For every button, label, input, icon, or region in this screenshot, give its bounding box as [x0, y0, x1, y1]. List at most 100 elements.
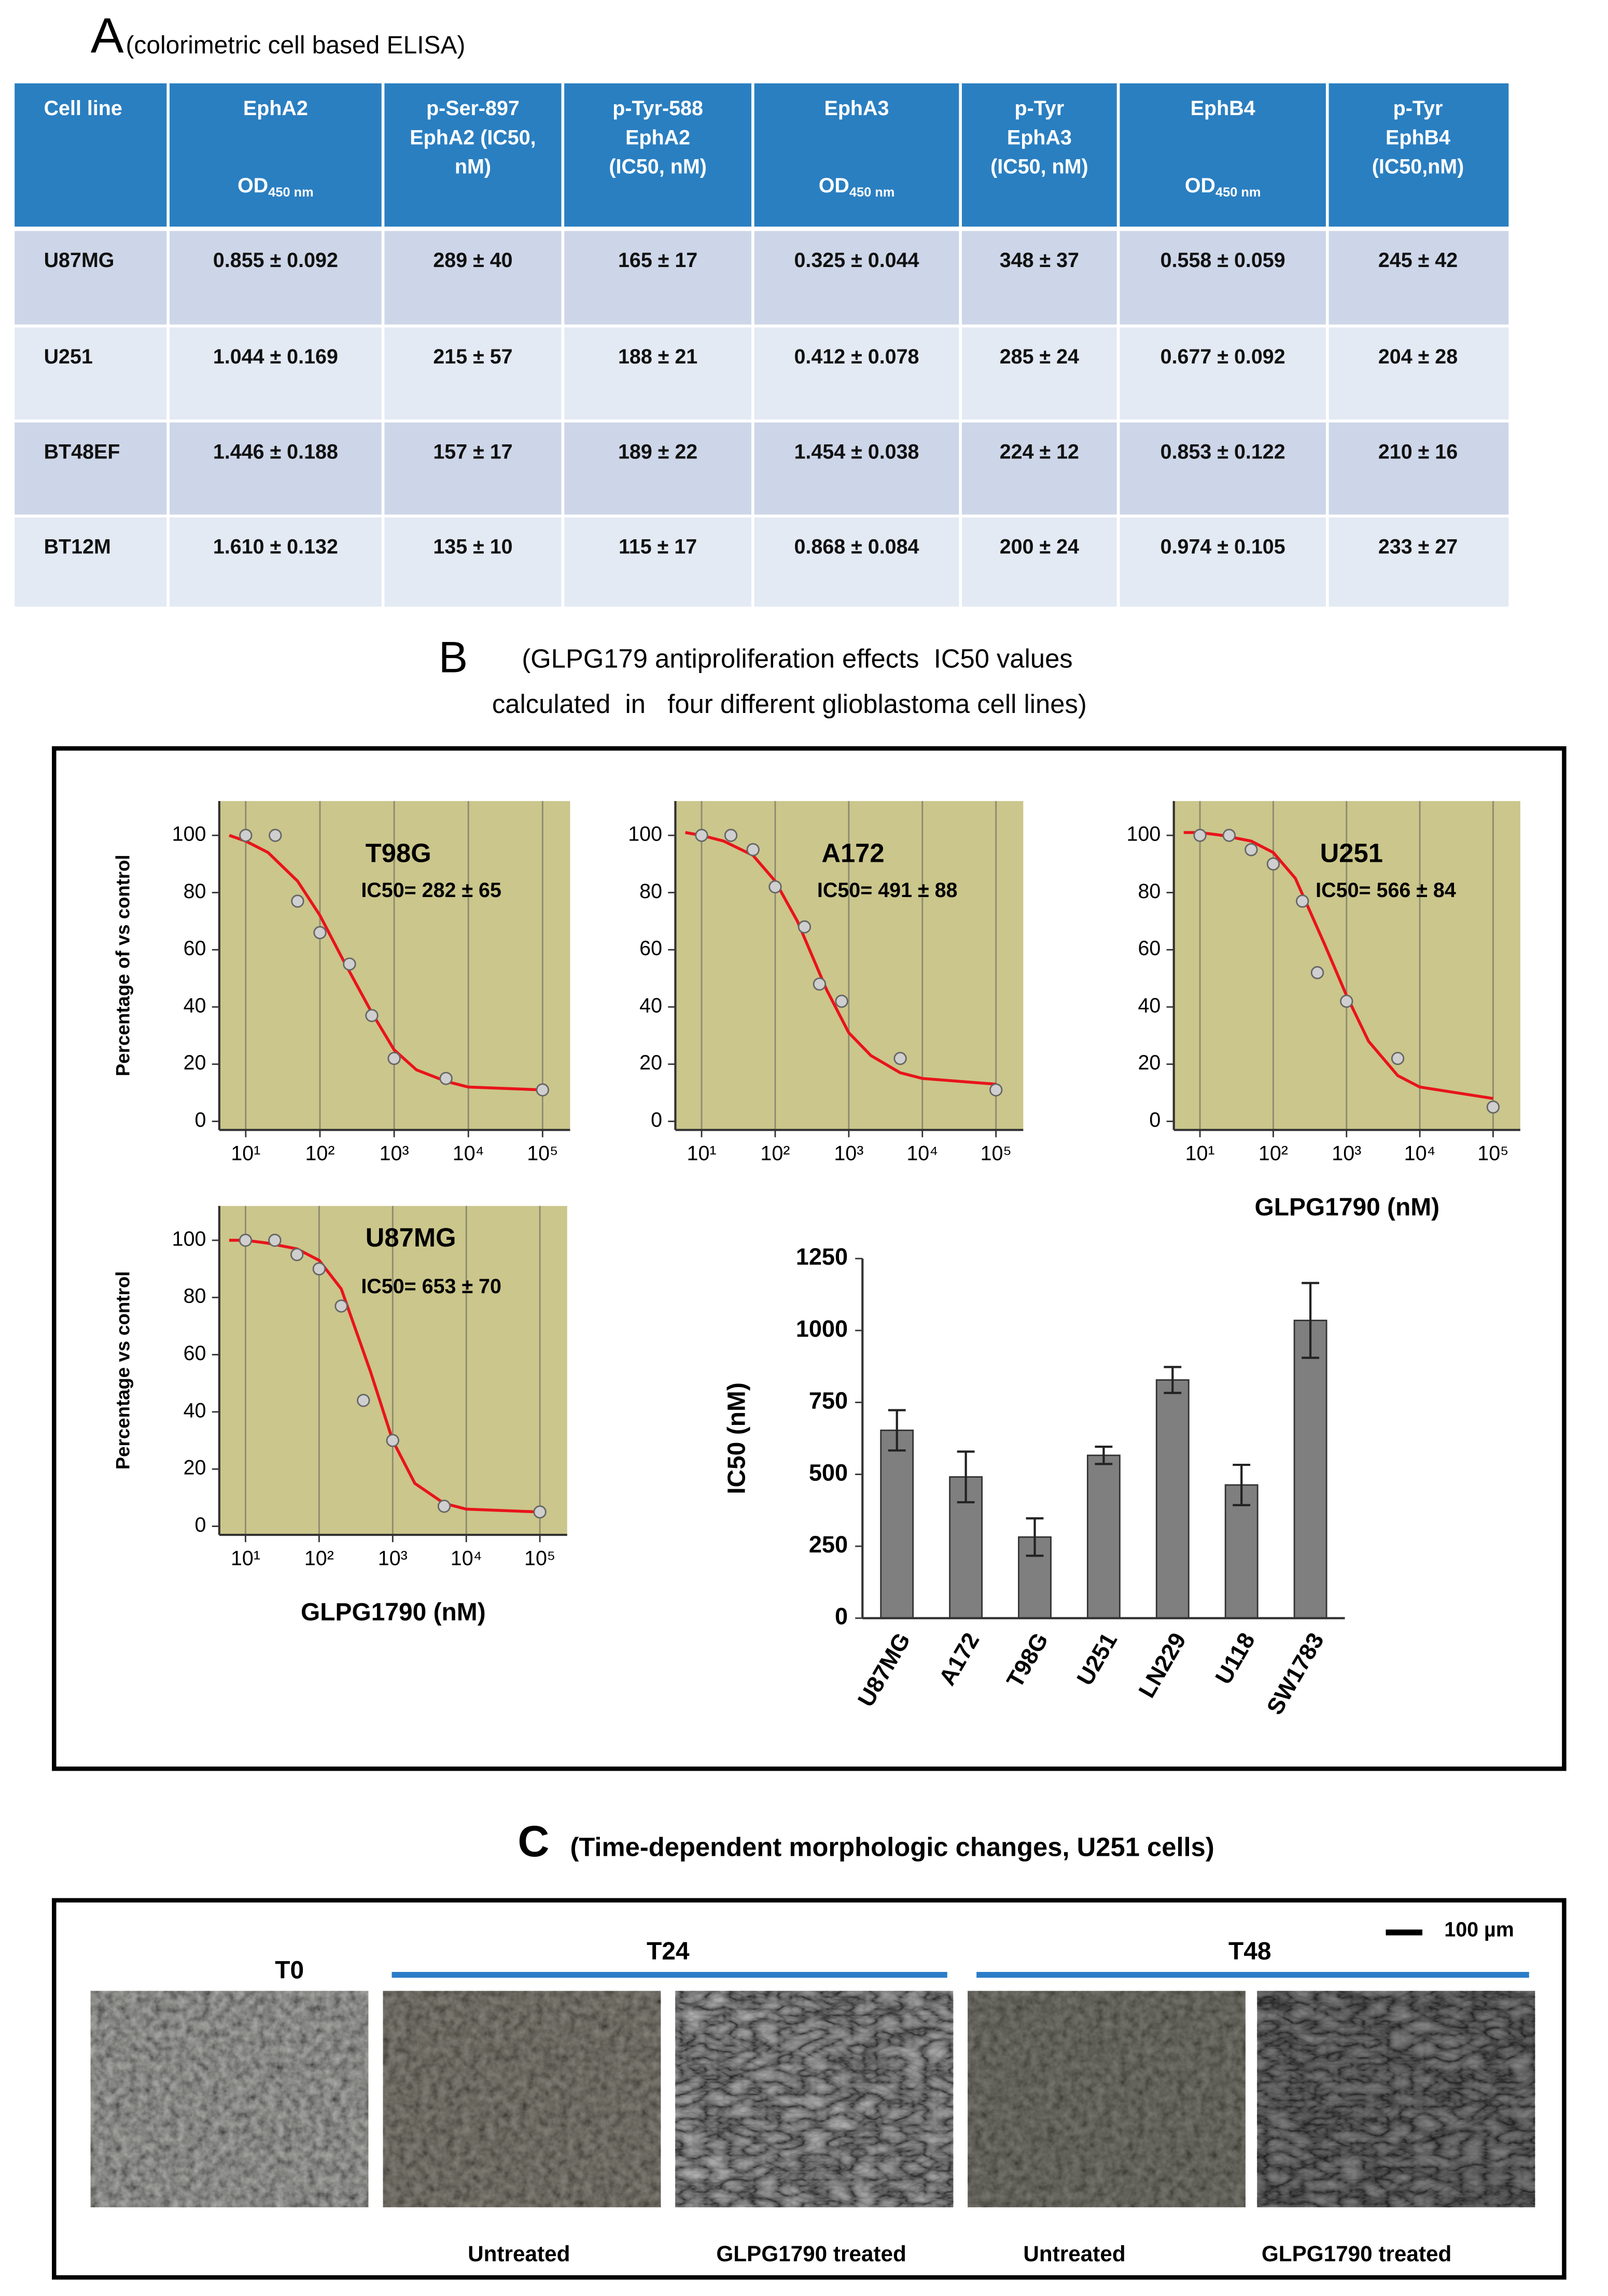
cell-text: 215 ± 57	[433, 345, 512, 368]
panel-label: C	[518, 1816, 549, 1866]
cell-text: 165 ± 17	[618, 249, 697, 272]
bar	[1224, 1484, 1259, 1619]
data-point	[290, 1248, 304, 1262]
cell-text: 1.454 ± 0.038	[794, 440, 919, 463]
data-point	[1245, 843, 1258, 857]
unit-subscript: 450 nm	[268, 185, 313, 200]
data-point	[536, 1083, 550, 1097]
data-point	[387, 1052, 401, 1065]
data-point	[334, 1299, 348, 1313]
y-tick-label: 0	[835, 1603, 848, 1630]
error-bar	[1302, 1282, 1320, 1359]
cell-text: 233 ± 27	[1378, 536, 1458, 558]
data-point	[268, 1234, 282, 1247]
x-tick-label: 10¹	[1185, 1142, 1215, 1165]
x-tick-label: 10⁵	[527, 1142, 558, 1165]
data-point	[386, 1434, 399, 1447]
x-tick-label: 10⁴	[453, 1142, 484, 1165]
error-bar	[888, 1409, 906, 1452]
data-point	[1340, 995, 1353, 1008]
y-tick-label: 40	[1138, 994, 1160, 1017]
y-tick-label: 100	[172, 1227, 206, 1250]
y-tick-label: 20	[1138, 1052, 1160, 1074]
header-text: (IC50,nM)	[1372, 156, 1464, 178]
cell-text: 157 ± 17	[433, 440, 512, 463]
header-text: EphA2	[243, 97, 308, 120]
header-text: EphB4	[1386, 126, 1450, 149]
x-tick-label: 10⁴	[451, 1547, 482, 1570]
y-tick-label: 40	[184, 1399, 206, 1422]
micrograph-shade	[383, 1991, 661, 2207]
cell-text: 0.855 ± 0.092	[213, 249, 338, 272]
y-tick-label: 750	[809, 1388, 848, 1414]
unit: OD	[819, 174, 849, 197]
x-axis-label: GLPG1790 (nM)	[301, 1599, 486, 1626]
bar	[880, 1430, 914, 1619]
micrograph	[90, 1991, 369, 2207]
micrograph-shade	[968, 1991, 1246, 2207]
error-bar	[1095, 1445, 1113, 1465]
x-tick-label: 10¹	[231, 1142, 260, 1165]
table-row	[15, 422, 1509, 515]
header-text: Cell line	[44, 97, 122, 120]
error-bar	[1164, 1366, 1182, 1394]
y-tick-label: 80	[1138, 880, 1160, 903]
chart-title: A172	[821, 838, 884, 868]
data-point	[533, 1505, 547, 1519]
table-row	[15, 517, 1509, 607]
data-point	[1222, 829, 1236, 842]
y-tick-label: 500	[809, 1459, 848, 1486]
table-row	[15, 231, 1509, 325]
chart-title: U251	[1320, 838, 1383, 868]
data-point	[724, 829, 738, 842]
unit-subscript: 450 nm	[849, 185, 894, 200]
image-label: GLPG1790 treated	[1262, 2242, 1451, 2266]
cell-text: 285 ± 24	[1000, 345, 1079, 368]
x-tick-label: 10⁵	[981, 1142, 1012, 1165]
y-tick-label: 100	[628, 822, 662, 845]
data-point	[835, 995, 848, 1008]
y-tick-label: 60	[184, 937, 206, 960]
x-tick-label: 10²	[760, 1142, 790, 1165]
data-point	[746, 843, 760, 857]
charts: 10¹ 10² 10³ 10⁴ 10⁵ 0 20 40 60 80 100 T98G IC50= 282…	[112, 801, 1520, 1719]
annotation: IC50= 653 ± 70	[361, 1275, 501, 1298]
bar	[1086, 1454, 1121, 1619]
y-tick-label: 250	[809, 1531, 848, 1558]
data-point	[798, 920, 812, 934]
cell-text: 224 ± 12	[1000, 440, 1079, 463]
data-point	[365, 1009, 379, 1023]
data-point	[269, 829, 282, 842]
annotation: IC50= 282 ± 65	[361, 879, 501, 902]
cell-text: BT48EF	[44, 440, 120, 463]
fit-curve	[685, 831, 996, 1086]
table-header	[15, 83, 1509, 227]
panel-label: B	[439, 633, 468, 682]
y-tick-label: 60	[184, 1342, 206, 1365]
panel-caption: (colorimetric cell based ELISA)	[125, 32, 465, 59]
cell-text: 0.325 ± 0.044	[794, 249, 919, 272]
header-text: p-Tyr-588	[612, 97, 703, 120]
panel-label: A	[91, 8, 124, 63]
panel-frame	[52, 1898, 1567, 2280]
y-tick-label: 100	[172, 822, 206, 845]
chart-title: T98G	[366, 838, 431, 868]
data-point	[893, 1052, 907, 1065]
data-point	[1391, 1052, 1405, 1065]
cell-text: U251	[44, 345, 93, 368]
header-text: EphA3	[824, 97, 889, 120]
table-row	[15, 327, 1509, 420]
data-point	[1295, 894, 1309, 908]
y-tick-label: 0	[651, 1109, 662, 1131]
x-tick-label: SW1783	[1261, 1628, 1329, 1719]
panel-caption: (GLPG179 antiproliferation effects IC50 …	[522, 644, 1072, 674]
cell-text: 0.412 ± 0.078	[794, 345, 919, 368]
annotation: IC50= 566 ± 84	[1316, 879, 1456, 902]
chart-title: U87MG	[366, 1223, 456, 1252]
y-tick-label: 80	[184, 880, 206, 903]
x-tick-label: LN229	[1133, 1628, 1191, 1702]
x-tick-label: 10³	[378, 1547, 408, 1570]
panel-caption: calculated in four different glioblastom…	[492, 689, 1087, 719]
y-tick-label: 20	[184, 1052, 206, 1074]
